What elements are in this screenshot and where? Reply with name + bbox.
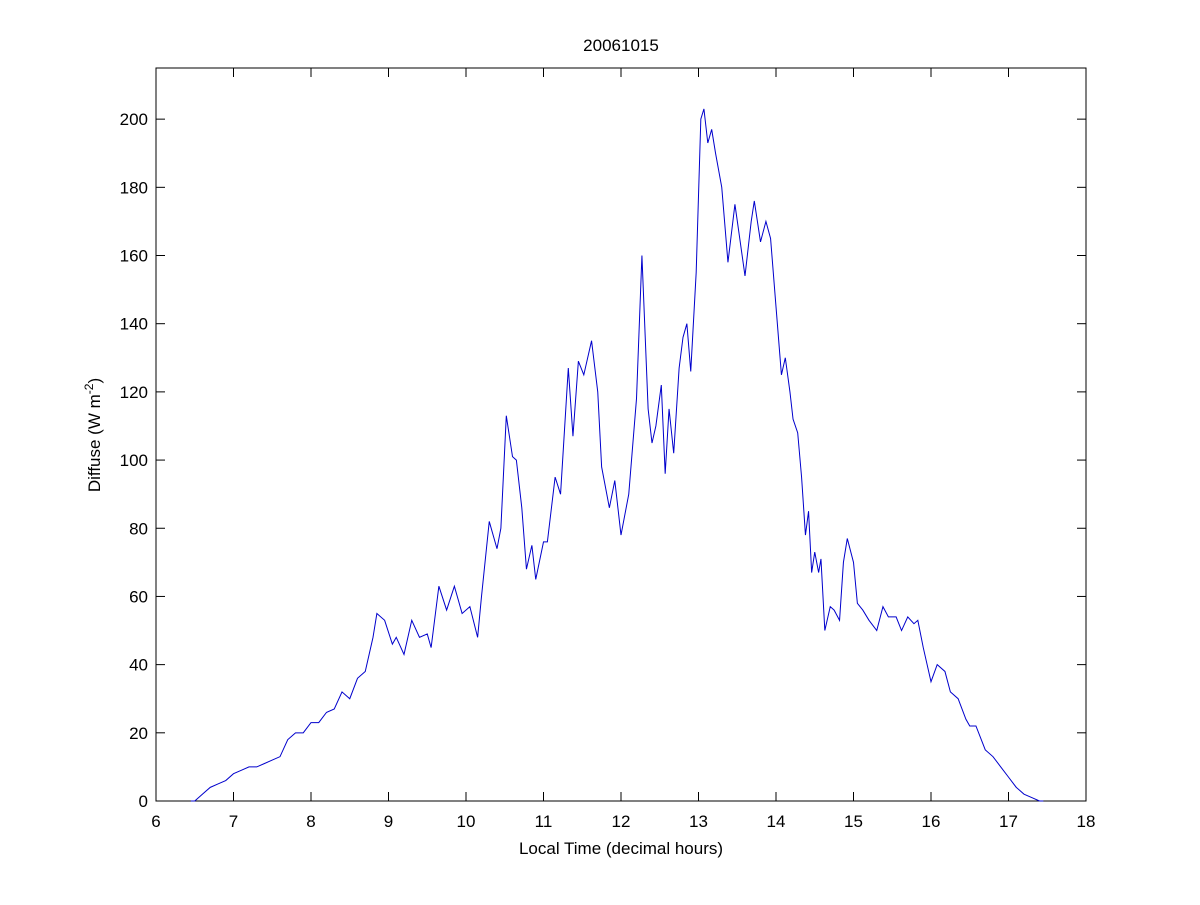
x-tick-label: 9 [384, 812, 393, 831]
x-tick-label: 11 [535, 812, 553, 831]
y-axis-label-superscript: -2 [82, 383, 96, 394]
y-tick-label: 180 [120, 178, 148, 197]
y-tick-label: 120 [120, 383, 148, 402]
chart-title: 20061015 [583, 36, 659, 55]
x-tick-label: 16 [922, 812, 941, 831]
x-tick-label: 10 [457, 812, 476, 831]
y-tick-label: 160 [120, 247, 148, 266]
x-tick-label: 7 [229, 812, 238, 831]
y-tick-label: 200 [120, 110, 148, 129]
y-tick-label: 20 [129, 724, 148, 743]
y-tick-label: 0 [139, 792, 148, 811]
y-tick-label: 140 [120, 315, 148, 334]
x-tick-label: 15 [844, 812, 863, 831]
data-line [190, 108, 1044, 802]
x-tick-label: 17 [999, 812, 1018, 831]
x-tick-label: 12 [612, 812, 631, 831]
x-tick-label: 13 [689, 812, 708, 831]
y-tick-label: 60 [129, 587, 148, 606]
x-tick-label: 18 [1077, 812, 1096, 831]
y-axis-label: Diffuse (W m-2) [82, 378, 104, 492]
x-tick-label: 6 [151, 812, 160, 831]
x-axis-label: Local Time (decimal hours) [519, 839, 723, 858]
y-tick-label: 40 [129, 656, 148, 675]
y-tick-label: 80 [129, 519, 148, 538]
y-tick-label: 100 [120, 451, 148, 470]
plot-area [155, 67, 1087, 802]
y-axis-label-suffix: ) [85, 378, 104, 384]
y-axis-label-text: Diffuse (W m [85, 394, 104, 492]
x-tick-label: 8 [306, 812, 315, 831]
x-tick-label: 14 [767, 812, 786, 831]
